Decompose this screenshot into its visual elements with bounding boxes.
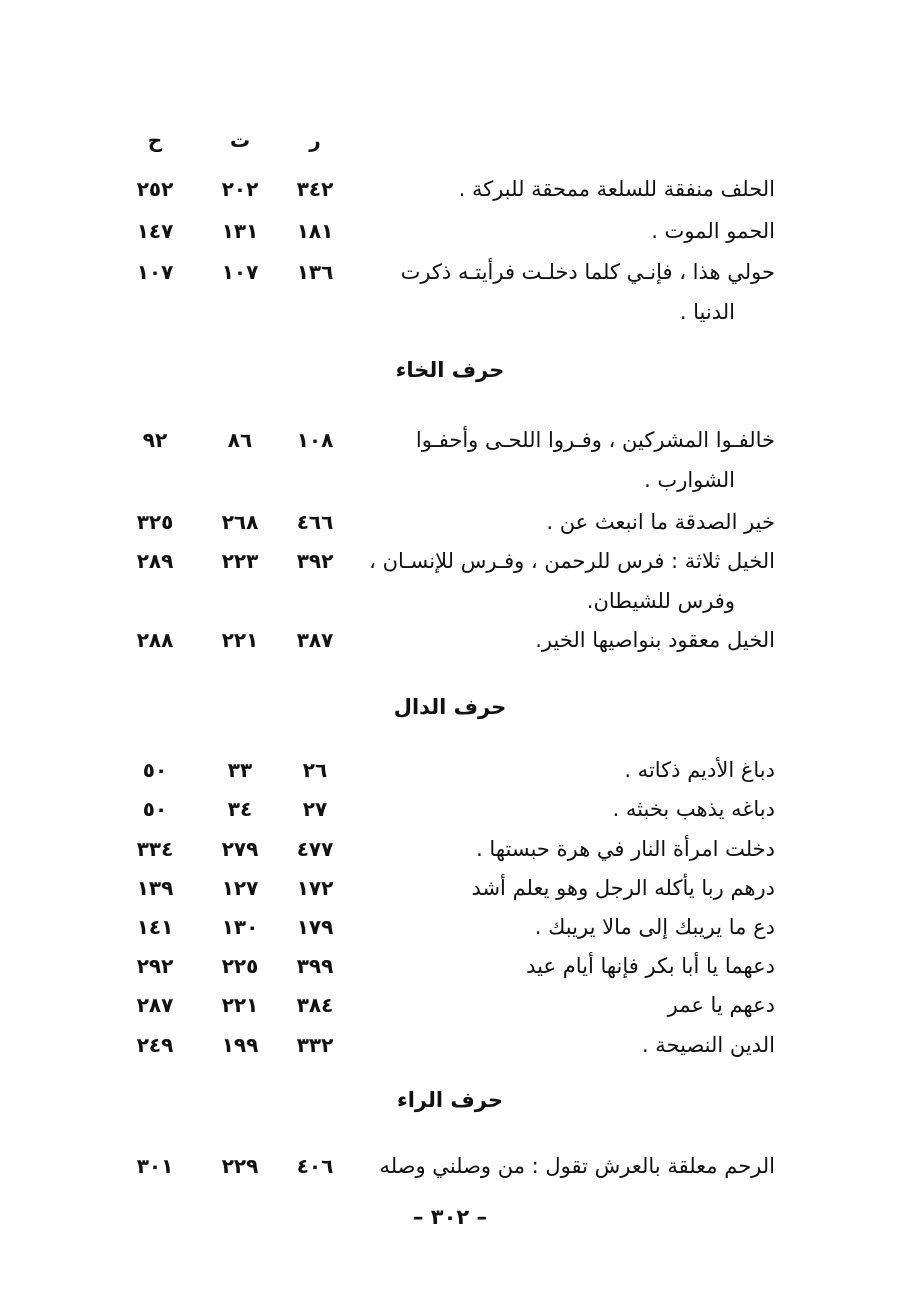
entry-text: دخلت امرأة النار في هرة حبستها . (476, 837, 775, 861)
ref-t: ٢٢٥ (221, 954, 259, 978)
entry-text: درهم ربا يأكله الرجل وهو يعلم أشد (471, 876, 775, 900)
index-entry: الخيل ثلاثة : فرس للرحمن ، وفـرس للإنسـا… (0, 541, 900, 581)
index-entry: الخيل معقود بنواصيها الخير. ٣٨٧ ٢٢١ ٢٨٨ (0, 620, 900, 660)
index-entry: الحمو الموت . ١٨١ ١٣١ ١٤٧ (0, 211, 900, 251)
ref-r: ٣٨٤ (296, 993, 334, 1017)
entry-text: دعهما يا أبا بكر فإنها أيام عيد (526, 954, 775, 978)
ref-r: ٣٣٢ (296, 1033, 334, 1057)
ref-t: ٨٦ (227, 428, 253, 452)
ref-t: ٢٢٩ (221, 1154, 259, 1178)
page-number: – ٣٠٢ – (412, 1205, 488, 1229)
ref-h: ٢٨٧ (136, 993, 174, 1017)
index-entry-continuation: الشوارب . (0, 460, 900, 500)
entry-text: الحلف منفقة للسلعة ممحقة للبركة . (458, 177, 775, 201)
ref-t: ٢٦٨ (221, 510, 259, 534)
index-entry: الدين النصيحة . ٣٣٢ ١٩٩ ٢٤٩ (0, 1025, 900, 1065)
ref-h: ١٤٧ (136, 219, 174, 243)
ref-h: ١٠٧ (136, 260, 174, 284)
ref-r: ١٨١ (296, 219, 334, 243)
entry-text: دباغ الأديم ذكاته . (624, 758, 775, 782)
index-entry: خير الصدقة ما انبعث عن . ٤٦٦ ٢٦٨ ٣٢٥ (0, 502, 900, 542)
index-entry: درهم ربا يأكله الرجل وهو يعلم أشد ١٧٢ ١٢٧ ١… (0, 868, 900, 908)
column-header-h: ح (147, 128, 163, 152)
ref-r: ٢٦ (302, 758, 328, 782)
section-heading: حرف الراء (397, 1088, 503, 1112)
ref-r: ١٣٦ (296, 260, 334, 284)
ref-t: ٢٢١ (221, 628, 259, 652)
ref-t: ٣٣ (227, 758, 253, 782)
ref-h: ٥٠ (142, 797, 168, 821)
index-entry-continuation: وفرس للشيطان. (0, 581, 900, 621)
entry-text: خالفـوا المشركين ، وفـروا اللحـى وأحفـوا (415, 428, 775, 452)
entry-text: الحمو الموت . (651, 219, 775, 243)
ref-h: ٩٢ (142, 428, 168, 452)
ref-t: ٣٤ (227, 797, 253, 821)
entry-text: دع ما يريبك إلى مالا يريبك . (534, 915, 775, 939)
index-entry: دعهم يا عمر ٣٨٤ ٢٢١ ٢٨٧ (0, 985, 900, 1025)
ref-t: ٢٧٩ (221, 837, 259, 861)
index-entry: خالفـوا المشركين ، وفـروا اللحـى وأحفـوا… (0, 420, 900, 460)
ref-r: ٤٧٧ (296, 837, 334, 861)
ref-t: ٢٢٣ (221, 549, 259, 573)
ref-h: ٣٠١ (136, 1154, 174, 1178)
section-heading: حرف الدال (393, 695, 507, 719)
ref-t: ١٢٧ (221, 876, 259, 900)
ref-r: ١٠٨ (296, 428, 334, 452)
ref-r: ٣٤٢ (296, 177, 334, 201)
ref-h: ١٣٩ (136, 876, 174, 900)
index-entry: الرحم معلقة بالعرش تقول : من وصلني وصله ٤… (0, 1146, 900, 1186)
ref-r: ١٧٢ (296, 876, 334, 900)
index-entry: دعهما يا أبا بكر فإنها أيام عيد ٣٩٩ ٢٢٥ ٢٩٢ (0, 946, 900, 986)
ref-r: ٣٨٧ (296, 628, 334, 652)
entry-text: الخيل معقود بنواصيها الخير. (535, 628, 775, 652)
column-header-r: ر (309, 128, 321, 152)
index-entry: حولي هذا ، فإنـي كلما دخلـت فرأيتـه ذكرت… (0, 252, 900, 292)
index-entry: الحلف منفقة للسلعة ممحقة للبركة . ٣٤٢ ٢٠٢ ٢… (0, 169, 900, 209)
ref-h: ٢٨٩ (136, 549, 174, 573)
entry-text: وفرس للشيطان. (586, 589, 735, 613)
entry-text: حولي هذا ، فإنـي كلما دخلـت فرأيتـه ذكرت (400, 260, 775, 284)
entry-text: دعهم يا عمر (667, 993, 775, 1017)
index-entry: دخلت امرأة النار في هرة حبستها . ٤٧٧ ٢٧٩ ٣٣… (0, 829, 900, 869)
column-headers: ر ت ح (0, 120, 900, 160)
ref-t: ١٣٠ (221, 915, 259, 939)
entry-text: الخيل ثلاثة : فرس للرحمن ، وفـرس للإنسـا… (369, 549, 775, 573)
ref-h: ٣٣٤ (136, 837, 174, 861)
ref-r: ٣٩٢ (296, 549, 334, 573)
ref-t: ٢٠٢ (221, 177, 259, 201)
index-entry: دباغ الأديم ذكاته . ٢٦ ٣٣ ٥٠ (0, 750, 900, 790)
entry-text: دباغه يذهب بخبثه . (612, 797, 775, 821)
entry-text: الدين النصيحة . (641, 1033, 775, 1057)
section-heading: حرف الخاء (395, 358, 505, 382)
column-header-t: ت (229, 128, 251, 152)
ref-t: ٢٢١ (221, 993, 259, 1017)
ref-h: ٣٢٥ (136, 510, 174, 534)
ref-h: ٢٨٨ (136, 628, 174, 652)
ref-t: ١٠٧ (221, 260, 259, 284)
ref-r: ١٧٩ (296, 915, 334, 939)
ref-h: ٥٠ (142, 758, 168, 782)
ref-r: ٣٩٩ (296, 954, 334, 978)
ref-r: ٤٦٦ (296, 510, 334, 534)
ref-h: ٢٥٢ (136, 177, 174, 201)
ref-h: ٢٤٩ (136, 1033, 174, 1057)
entry-text: الدنيا . (679, 300, 735, 324)
entry-text: الشوارب . (644, 468, 735, 492)
entry-text: الرحم معلقة بالعرش تقول : من وصلني وصله (379, 1154, 775, 1178)
ref-h: ٢٩٢ (136, 954, 174, 978)
index-entry: دع ما يريبك إلى مالا يريبك . ١٧٩ ١٣٠ ١٤١ (0, 907, 900, 947)
ref-r: ٤٠٦ (296, 1154, 334, 1178)
index-entry: دباغه يذهب بخبثه . ٢٧ ٣٤ ٥٠ (0, 789, 900, 829)
ref-t: ١٩٩ (221, 1033, 259, 1057)
ref-h: ١٤١ (136, 915, 174, 939)
index-entry-continuation: الدنيا . (0, 292, 900, 332)
ref-r: ٢٧ (302, 797, 328, 821)
entry-text: خير الصدقة ما انبعث عن . (546, 510, 775, 534)
ref-t: ١٣١ (221, 219, 259, 243)
